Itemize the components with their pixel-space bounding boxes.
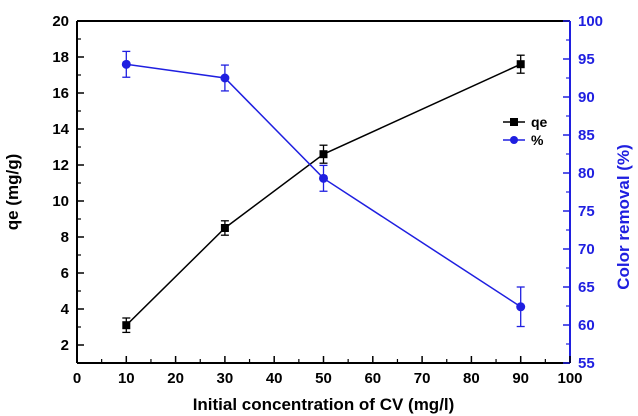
data-point-circle <box>516 302 526 312</box>
left-tick-label: 8 <box>61 229 69 246</box>
legend-marker-square <box>510 118 518 126</box>
plot-frame <box>76 20 571 364</box>
series-line-percent <box>126 63 522 308</box>
x-tick-label: 90 <box>512 370 529 387</box>
right-tick-label: 65 <box>578 279 595 296</box>
left-tick-label: 6 <box>61 265 69 282</box>
legend-marker-circle <box>510 136 518 144</box>
data-point-square <box>122 321 131 330</box>
x-tick-label: 60 <box>364 370 381 387</box>
left-tick-label: 4 <box>61 301 70 318</box>
left-tick-label: 10 <box>52 193 69 210</box>
data-point-circle <box>121 59 131 69</box>
left-tick-label: 2 <box>61 337 69 354</box>
right-tick-label: 90 <box>578 89 595 106</box>
x-tick-label: 10 <box>118 370 135 387</box>
left-tick-label: 12 <box>52 157 69 174</box>
x-tick-label: 50 <box>315 370 332 387</box>
left-axis-title: qe (mg/g) <box>3 154 22 231</box>
left-tick-label: 16 <box>52 85 69 102</box>
left-tick-label: 14 <box>52 121 69 138</box>
x-tick-label: 70 <box>414 370 431 387</box>
right-tick-label: 85 <box>578 127 595 144</box>
legend: qe% <box>503 114 548 148</box>
x-tick-label: 80 <box>463 370 480 387</box>
data-point-square <box>220 224 229 232</box>
x-tick-label: 20 <box>167 370 184 387</box>
right-tick-label: 95 <box>578 51 595 68</box>
data-point-square <box>516 60 525 69</box>
right-tick-label: 60 <box>578 317 595 334</box>
x-tick-label: 40 <box>266 370 283 387</box>
left-tick-label: 18 <box>52 49 69 66</box>
legend-label: % <box>531 132 544 148</box>
right-axis-title: Color removal (%) <box>614 144 633 289</box>
series-layer <box>121 50 526 334</box>
right-tick-label: 100 <box>578 13 603 30</box>
right-tick-label: 70 <box>578 241 595 258</box>
data-point-square <box>319 150 328 159</box>
legend-label: qe <box>531 114 548 130</box>
left-y-axis: 2 4 6 8 10 12 14 16 18 20 <box>52 13 84 364</box>
x-tick-label: 0 <box>73 370 81 387</box>
x-axis: 0 10 20 30 40 50 60 70 80 90 100 <box>73 356 583 387</box>
left-tick-label: 20 <box>52 13 69 30</box>
x-tick-label: 100 <box>557 370 582 387</box>
x-tick-label: 30 <box>217 370 234 387</box>
right-tick-label: 80 <box>578 165 595 182</box>
x-axis-title: Initial concentration of CV (mg/l) <box>193 395 455 414</box>
right-tick-label: 75 <box>578 203 595 220</box>
series-line-qe <box>125 63 522 326</box>
right-tick-label: 55 <box>578 355 595 372</box>
right-y-axis: 55 60 65 70 75 80 85 90 95 100 <box>563 13 603 372</box>
data-point-circle <box>319 173 328 183</box>
data-point-circle <box>220 73 230 83</box>
